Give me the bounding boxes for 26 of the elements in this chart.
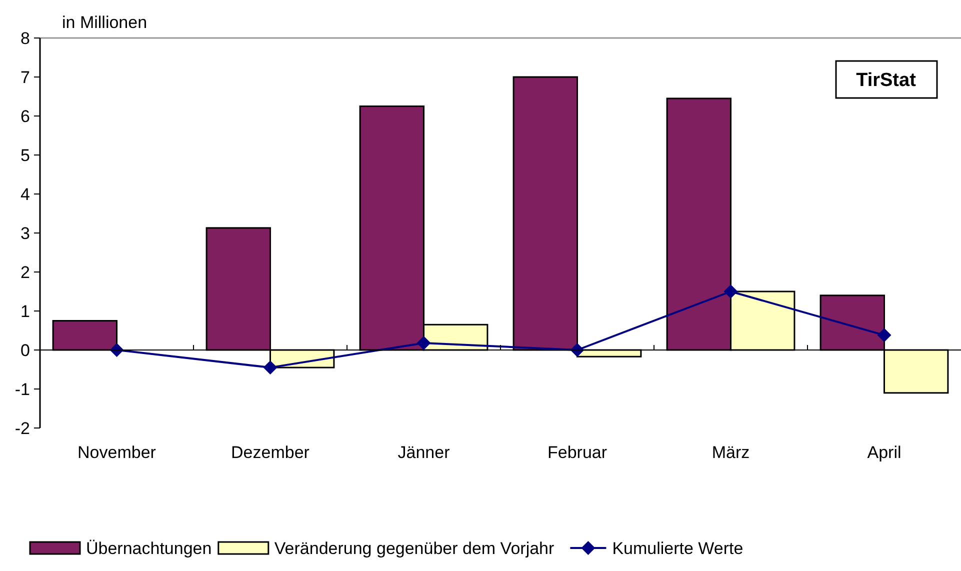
point: [877, 328, 892, 342]
y-tick-label: -2: [14, 418, 30, 438]
y-tick-label: 8: [20, 28, 30, 48]
x-tick-label: November: [78, 443, 156, 462]
legend-label: Kumulierte Werte: [612, 539, 744, 558]
x-tick-label: Februar: [547, 443, 608, 462]
annotation: TirStat: [856, 70, 917, 91]
legend-label: Veränderung gegenüber dem Vorjahr: [274, 539, 554, 558]
point: [416, 336, 431, 350]
x-tick-label: März: [712, 443, 750, 462]
point: [724, 284, 738, 298]
y-tick-label: 3: [20, 224, 30, 243]
x-tick-label: Jänner: [398, 443, 450, 462]
y-tick-label: -1: [14, 380, 30, 399]
x-tick-label: Dezember: [231, 443, 310, 462]
y-tick-label: 0: [20, 340, 30, 360]
legend-label: Übernachtungen: [86, 539, 212, 558]
y-tick-label: 2: [20, 262, 30, 282]
y-axis-title: in Millionen: [62, 13, 148, 32]
y-tick-label: 1: [20, 302, 30, 321]
y-tick-label: 6: [20, 106, 30, 126]
y-tick-label: 7: [20, 68, 30, 87]
y-tick-label: 5: [20, 146, 30, 165]
y-tick-label: 4: [20, 184, 30, 204]
point: [263, 360, 278, 375]
x-tick-label: April: [867, 443, 902, 462]
